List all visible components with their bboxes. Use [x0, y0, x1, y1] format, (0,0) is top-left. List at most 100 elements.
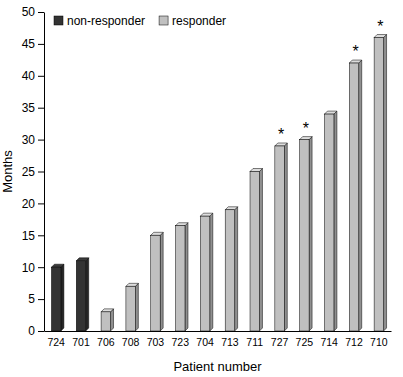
legend-item: non-responder	[54, 14, 145, 28]
bar-group	[76, 258, 88, 331]
y-tick: 10	[22, 261, 44, 275]
bar-top	[349, 60, 361, 63]
annotation: *	[377, 18, 383, 35]
x-tick: 725	[296, 336, 314, 348]
bar	[324, 114, 333, 331]
y-tick-mark	[38, 44, 44, 45]
y-tick-label: 25	[22, 165, 36, 179]
bar-side	[334, 111, 337, 331]
y-tick-mark	[38, 203, 44, 204]
y-tick: 0	[28, 324, 44, 338]
x-tick-label: 710	[370, 336, 388, 348]
bar-top	[76, 258, 88, 261]
x-tick: 713	[221, 336, 239, 348]
bar-top	[225, 207, 237, 210]
legend: non-responder responder	[54, 14, 226, 28]
x-tick: 727	[271, 336, 289, 348]
legend-item: responder	[159, 14, 226, 28]
y-tick: 5	[28, 292, 44, 306]
bar-group	[225, 207, 237, 331]
bar-group	[300, 137, 312, 331]
bar-side	[309, 137, 312, 331]
bar	[176, 226, 185, 331]
x-tick: 703	[147, 336, 165, 348]
bar-side	[61, 264, 64, 331]
y-tick: 35	[22, 101, 44, 115]
y-tick-mark	[38, 331, 44, 332]
bar-top	[101, 309, 113, 312]
bar	[51, 267, 60, 331]
annotation: *	[352, 43, 358, 60]
y-tick: 25	[22, 165, 44, 179]
bar-group	[349, 60, 361, 331]
annotation: *	[303, 120, 309, 137]
y-tick-label: 30	[22, 133, 36, 147]
y-tick-label: 45	[22, 37, 36, 51]
y-tick: 15	[22, 229, 44, 243]
bar	[126, 286, 135, 331]
y-tick: 50	[22, 5, 44, 19]
bar	[101, 312, 110, 331]
bar-side	[384, 35, 387, 331]
x-axis: 7247017067087037237047137117277257147127…	[45, 332, 392, 348]
bar-side	[210, 213, 213, 331]
x-tick-label: 708	[122, 336, 140, 348]
x-tick: 708	[122, 336, 140, 348]
x-axis-title: Patient number	[173, 359, 262, 374]
bar-top	[200, 213, 212, 216]
x-tick-label: 724	[47, 336, 65, 348]
y-axis: 0 5 10 15 20 25 30 35 40 45 50	[22, 5, 45, 338]
y-tick-label: 5	[28, 292, 35, 306]
bar-side	[111, 309, 114, 331]
y-tick: 20	[22, 197, 44, 211]
y-tick-label: 20	[22, 197, 36, 211]
bar-group	[151, 232, 163, 331]
bar	[374, 38, 383, 331]
bar-top	[250, 169, 262, 172]
chart: 0 5 10 15 20 25 30 35 40 45 50 724 701 706 708 703 723 70…	[0, 0, 403, 377]
x-tick-label: 714	[320, 336, 338, 348]
bar-side	[86, 258, 89, 331]
bar-group	[101, 309, 113, 331]
bar-group	[51, 264, 63, 331]
y-tick-mark	[38, 267, 44, 268]
y-tick: 30	[22, 133, 44, 147]
x-tick-label: 706	[97, 336, 115, 348]
x-tick: 714	[320, 336, 338, 348]
bar	[300, 140, 309, 331]
bar	[275, 146, 284, 331]
bar-top	[374, 35, 386, 38]
bar-top	[176, 223, 188, 226]
bar-top	[126, 283, 138, 286]
bar-group	[200, 213, 212, 331]
bar-side	[359, 60, 362, 331]
y-tick-label: 40	[22, 69, 36, 83]
bar	[200, 216, 209, 331]
bar-group	[374, 35, 386, 331]
legend-swatch	[159, 16, 168, 25]
x-tick-label: 704	[196, 336, 214, 348]
x-tick: 706	[97, 336, 115, 348]
bar	[76, 261, 85, 331]
bar	[349, 63, 358, 331]
y-tick-mark	[38, 12, 44, 13]
bar-group	[176, 223, 188, 331]
bar-top	[51, 264, 63, 267]
bar-group	[324, 111, 336, 331]
x-tick: 724	[47, 336, 65, 348]
y-axis-line	[44, 13, 45, 332]
legend-label: non-responder	[67, 14, 145, 28]
x-tick-label: 725	[296, 336, 314, 348]
x-tick: 710	[370, 336, 388, 348]
bar-top	[300, 137, 312, 140]
x-axis-line	[45, 331, 392, 332]
x-tick: 712	[345, 336, 363, 348]
bar-side	[135, 283, 138, 331]
x-tick-label: 727	[271, 336, 289, 348]
y-tick-label: 50	[22, 5, 36, 19]
x-tick-label: 723	[172, 336, 190, 348]
bar-top	[151, 232, 163, 235]
y-tick-label: 35	[22, 101, 36, 115]
bar-side	[235, 207, 238, 331]
x-tick: 701	[72, 336, 90, 348]
